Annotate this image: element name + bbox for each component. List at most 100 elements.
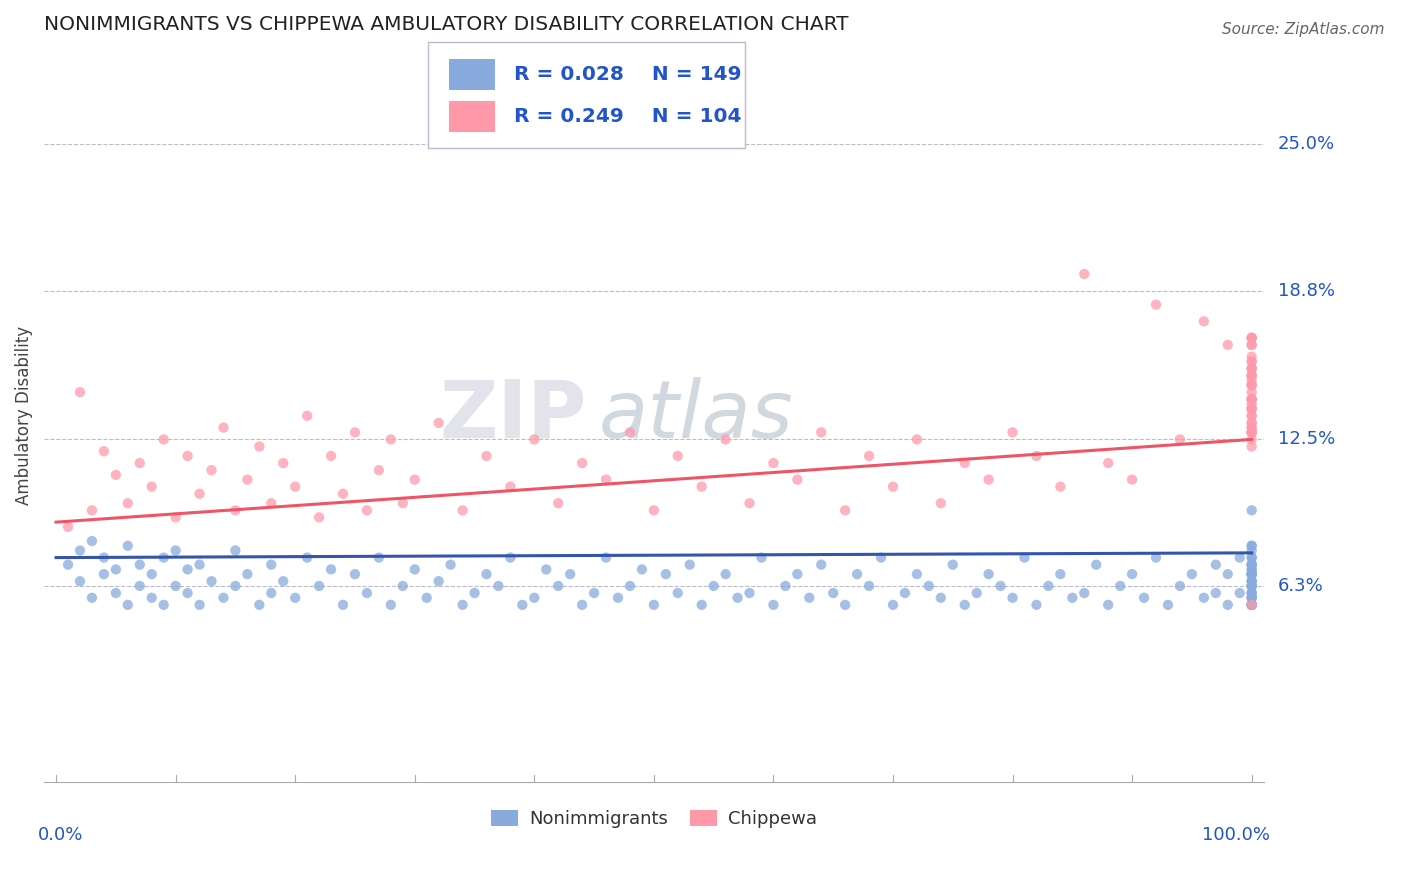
Point xyxy=(464,586,486,600)
Point xyxy=(1192,314,1215,328)
Point xyxy=(583,586,606,600)
Point xyxy=(666,449,689,463)
Point xyxy=(679,558,702,572)
Point xyxy=(1240,567,1263,582)
Point xyxy=(224,503,246,517)
Point xyxy=(1216,598,1239,612)
Point xyxy=(1240,338,1263,352)
Point xyxy=(367,463,389,477)
Point xyxy=(1240,401,1263,416)
Point xyxy=(512,598,534,612)
Point xyxy=(1216,567,1239,582)
Point xyxy=(1240,392,1263,407)
Point xyxy=(1240,567,1263,582)
Point xyxy=(1229,550,1251,565)
Point xyxy=(1240,598,1263,612)
Point xyxy=(1240,598,1263,612)
Point xyxy=(655,567,678,582)
Point xyxy=(1240,401,1263,416)
Point xyxy=(475,567,498,582)
Point xyxy=(1240,574,1263,589)
Point xyxy=(523,433,546,447)
Point xyxy=(332,487,354,501)
Point xyxy=(176,562,198,576)
Point xyxy=(356,586,378,600)
Point xyxy=(451,503,474,517)
Point xyxy=(1181,567,1204,582)
Point xyxy=(1144,298,1167,312)
Point xyxy=(1001,591,1024,605)
Point xyxy=(80,591,103,605)
Point xyxy=(1240,598,1263,612)
Point xyxy=(1001,425,1024,440)
Text: R = 0.028    N = 149: R = 0.028 N = 149 xyxy=(513,65,741,84)
Point xyxy=(703,579,725,593)
Point xyxy=(1121,473,1143,487)
Point xyxy=(1240,354,1263,368)
Point xyxy=(1240,574,1263,589)
Point xyxy=(1240,331,1263,345)
Point xyxy=(846,567,869,582)
Point xyxy=(738,586,761,600)
Point xyxy=(1240,591,1263,605)
Point xyxy=(188,598,211,612)
Point xyxy=(1157,598,1180,612)
Point xyxy=(858,579,880,593)
Point xyxy=(560,567,582,582)
Point xyxy=(762,598,785,612)
Point xyxy=(1205,586,1227,600)
Point xyxy=(1240,586,1263,600)
Text: NONIMMIGRANTS VS CHIPPEWA AMBULATORY DISABILITY CORRELATION CHART: NONIMMIGRANTS VS CHIPPEWA AMBULATORY DIS… xyxy=(44,15,849,34)
Point xyxy=(1240,558,1263,572)
Point xyxy=(104,562,127,576)
Text: R = 0.249    N = 104: R = 0.249 N = 104 xyxy=(513,107,741,126)
Point xyxy=(571,456,593,470)
Point xyxy=(1216,338,1239,352)
Point xyxy=(1205,558,1227,572)
FancyBboxPatch shape xyxy=(449,101,495,131)
Text: atlas: atlas xyxy=(599,376,794,455)
Point xyxy=(1240,385,1263,400)
Point xyxy=(1240,433,1263,447)
Point xyxy=(56,558,79,572)
Point xyxy=(212,591,235,605)
Point xyxy=(1049,567,1071,582)
Point xyxy=(607,591,630,605)
Point xyxy=(271,456,294,470)
Point xyxy=(870,550,893,565)
Point xyxy=(475,449,498,463)
Point xyxy=(1025,449,1047,463)
Point xyxy=(631,562,654,576)
Point xyxy=(200,574,222,589)
Point xyxy=(918,579,941,593)
Point xyxy=(882,598,904,612)
Point xyxy=(1073,586,1095,600)
Point xyxy=(1240,539,1263,553)
Point xyxy=(499,480,522,494)
Point xyxy=(858,449,880,463)
Point xyxy=(1240,368,1263,383)
Point xyxy=(905,567,928,582)
Point xyxy=(152,598,174,612)
Point xyxy=(165,579,187,593)
Point xyxy=(1240,579,1263,593)
Point xyxy=(439,558,461,572)
Point xyxy=(1240,579,1263,593)
Point xyxy=(1240,567,1263,582)
Point xyxy=(547,496,569,510)
Point xyxy=(1240,598,1263,612)
Point xyxy=(1240,392,1263,407)
FancyBboxPatch shape xyxy=(449,59,495,90)
Point xyxy=(1240,598,1263,612)
Point xyxy=(1240,598,1263,612)
Point xyxy=(165,510,187,524)
Point xyxy=(619,425,641,440)
Point xyxy=(643,503,665,517)
Point xyxy=(451,598,474,612)
Point xyxy=(666,586,689,600)
Point xyxy=(1240,368,1263,383)
Point xyxy=(1085,558,1108,572)
Point xyxy=(1240,562,1263,576)
Point xyxy=(367,550,389,565)
Point xyxy=(1240,543,1263,558)
